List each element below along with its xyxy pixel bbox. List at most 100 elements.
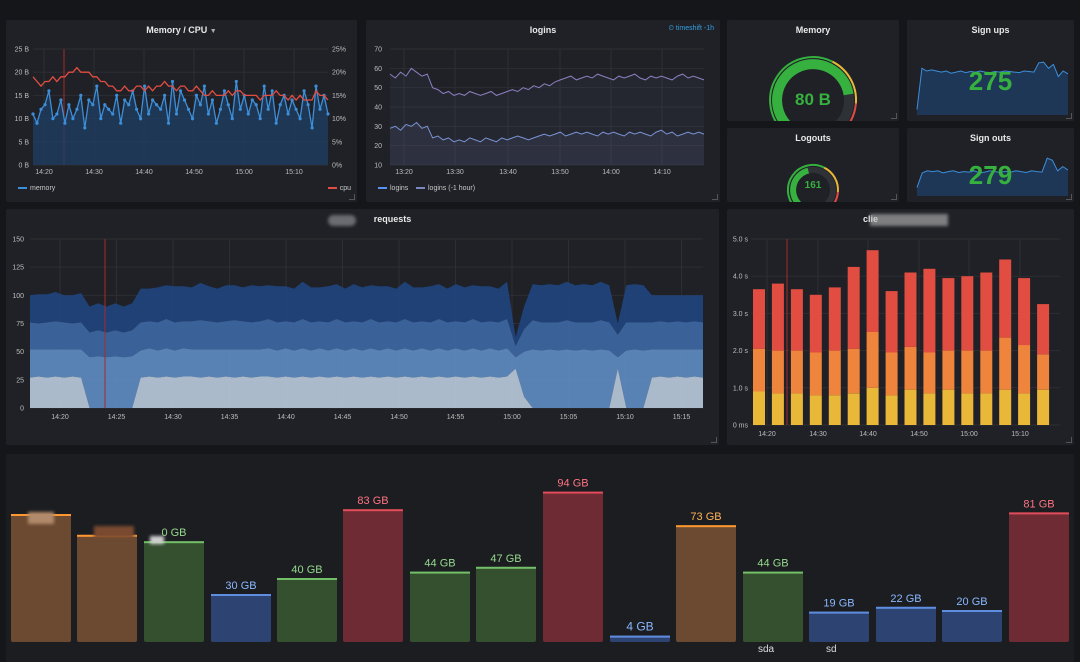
memory-point <box>318 107 322 111</box>
memory-cpu-panel[interactable]: Memory / CPU ▼ 0 B 5 B 10 B 15 B 20 B 25 B 0% 5… <box>6 20 357 202</box>
memory-point <box>246 112 250 116</box>
memory-cpu-title: Memory / CPU <box>146 25 208 35</box>
memory-point <box>139 117 143 121</box>
x-tick-label: 14:55 <box>447 414 465 421</box>
signouts-title: Sign outs <box>970 133 1011 143</box>
y-tick-label: 0 <box>20 406 24 413</box>
disk-bar-top <box>144 541 204 544</box>
logouts-gauge-fill <box>790 167 810 202</box>
memory-point <box>214 121 218 125</box>
legend-cpu[interactable]: cpu <box>327 185 351 192</box>
x-tick-label: 15:00 <box>960 431 978 438</box>
legend-memory-label: memory <box>30 185 56 192</box>
memory-point <box>294 107 298 111</box>
memory-point <box>43 103 47 107</box>
client-bar-orange <box>790 350 803 394</box>
memory-point <box>302 89 306 93</box>
memory-point <box>55 112 59 116</box>
resize-handle[interactable] <box>349 194 355 200</box>
disk-bar-top <box>543 491 603 494</box>
y-right-tick-label: 15% <box>332 93 346 100</box>
client-bar-yellow <box>847 393 860 425</box>
memory-point <box>31 112 35 116</box>
client-bar-yellow <box>866 387 879 425</box>
disk-bar-value: 22 GB <box>890 593 921 605</box>
signouts-panel[interactable]: Sign outs 279 <box>907 128 1074 202</box>
legend-logins[interactable]: logins <box>378 185 408 192</box>
client-bar-red <box>961 276 974 351</box>
x-tick-label: 15:00 <box>235 169 253 176</box>
resize-handle[interactable] <box>1066 194 1072 200</box>
x-tick-label: 13:50 <box>551 169 569 176</box>
y-tick-label: 50 <box>16 349 24 356</box>
memory-point <box>238 107 242 111</box>
client-panel[interactable]: clie 0 ms1.0 s2.0 s3.0 s4.0 s5.0 s14:201… <box>727 209 1074 445</box>
legend-memory[interactable]: memory <box>18 185 55 192</box>
memory-point <box>163 93 167 97</box>
memory-point <box>314 84 318 88</box>
memory-point <box>298 117 302 121</box>
x-tick-label: 14:00 <box>602 169 620 176</box>
signups-sparkline-line <box>916 61 1069 110</box>
client-bar-red <box>1037 304 1050 355</box>
client-bar-orange <box>809 352 822 396</box>
x-tick-label: 14:30 <box>809 431 827 438</box>
logouts-title: Logouts <box>795 133 831 143</box>
signups-panel[interactable]: Sign ups 275 <box>907 20 1074 121</box>
x-tick-label: 14:40 <box>135 169 153 176</box>
disk-bar-top <box>743 571 803 574</box>
client-bar-yellow <box>942 389 955 425</box>
client-bar-orange <box>999 337 1012 390</box>
memory-point <box>67 103 71 107</box>
signouts-value: 279 <box>968 160 1013 190</box>
memory-gauge-panel[interactable]: Memory 80 B <box>727 20 899 121</box>
y-tick-label: 5.0 s <box>733 237 749 244</box>
resize-handle[interactable] <box>711 437 717 443</box>
logouts-gauge-panel[interactable]: Logouts 161 <box>727 128 899 202</box>
y-tick-label: 20 B <box>15 70 30 77</box>
resize-handle[interactable] <box>891 194 897 200</box>
client-bar-orange <box>904 346 917 390</box>
client-bar-orange <box>753 348 765 392</box>
panel-title[interactable]: Memory / CPU ▼ <box>6 25 357 35</box>
disk-bar-value: 94 GB <box>557 478 588 490</box>
x-tick-label: 15:10 <box>1011 431 1029 438</box>
disk-bar <box>410 571 470 642</box>
legend-logins-prev[interactable]: logins (-1 hour) <box>416 185 475 192</box>
resize-handle[interactable] <box>1066 113 1072 119</box>
x-tick-label: 15:10 <box>285 169 303 176</box>
memory-point <box>210 98 214 102</box>
disk-panel[interactable]: 0 GB 30 GB 40 GB 83 GB 44 GB 47 GB 94 GB 4 GB 73… <box>6 454 1074 662</box>
logins-panel[interactable]: logins ⏲ timeshift -1h 10 20 30 40 50 60 70 13:… <box>366 20 720 202</box>
y-tick-label: 40 <box>374 105 382 112</box>
y-tick-label: 10 <box>374 163 382 170</box>
y-tick-label: 4.0 s <box>733 274 749 281</box>
caret-down-icon[interactable]: ▼ <box>209 28 217 35</box>
requests-series-2-area <box>30 348 703 408</box>
memory-point <box>250 98 254 102</box>
memory-point <box>143 84 147 88</box>
client-bar-yellow <box>771 393 784 425</box>
memory-point <box>222 89 226 93</box>
memory-point <box>326 112 330 116</box>
memory-point <box>91 103 95 107</box>
y-tick-label: 15 B <box>15 93 30 100</box>
signouts-sparkline-area <box>917 158 1068 196</box>
client-bar-yellow <box>753 391 765 425</box>
resize-handle[interactable] <box>1066 437 1072 443</box>
client-bar-red <box>809 294 822 353</box>
resize-handle[interactable] <box>712 194 718 200</box>
memory-point <box>270 89 274 93</box>
memory-point <box>79 93 83 97</box>
memory-point <box>75 107 79 111</box>
client-bar-yellow <box>828 395 841 425</box>
disk-bar-value: 40 GB <box>291 564 322 576</box>
client-bar-red <box>999 259 1012 338</box>
y-tick-label: 10 B <box>15 116 30 123</box>
memory-point <box>234 79 238 84</box>
requests-panel[interactable]: requests 0 25 50 75 100 125 150 14:20 14:25 14:30… <box>6 209 719 445</box>
resize-handle[interactable] <box>891 113 897 119</box>
y-tick-label: 25 B <box>15 47 30 54</box>
disk-bar <box>1009 512 1069 642</box>
client-bar-orange <box>1018 345 1031 394</box>
